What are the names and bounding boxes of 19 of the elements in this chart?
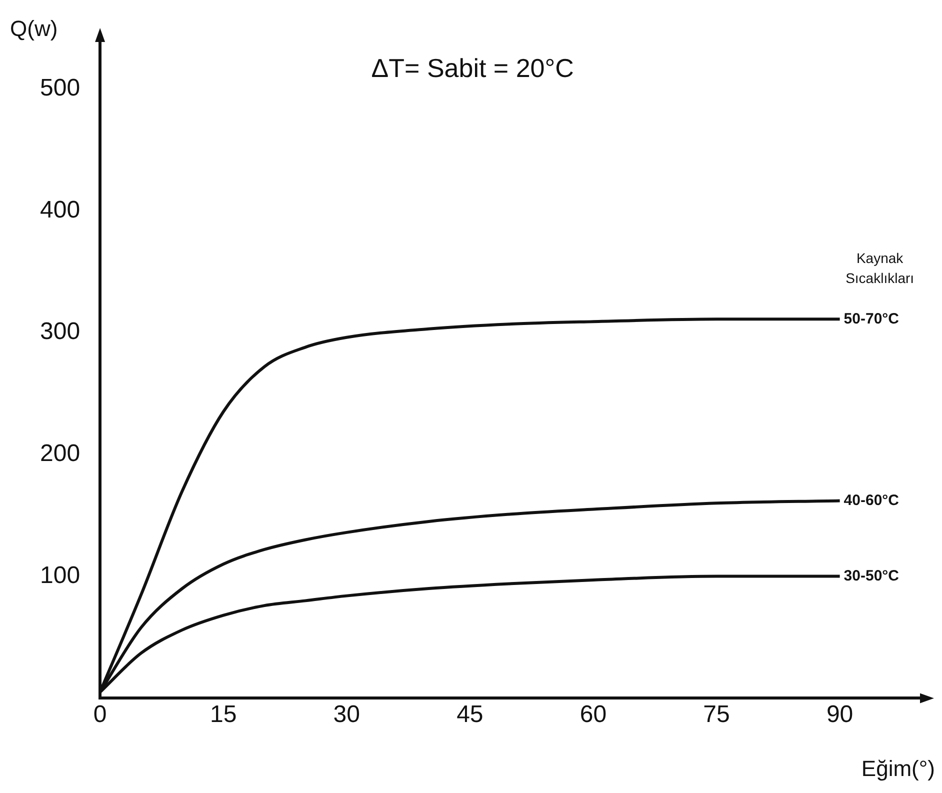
x-tick-label: 30 (333, 701, 360, 728)
x-tick-label: 75 (703, 701, 730, 728)
y-tick-label: 400 (40, 196, 80, 224)
annotation: ΔT= Sabit = 20°C (371, 53, 574, 84)
x-tick-label: 60 (580, 701, 607, 728)
y-tick-label: 100 (40, 562, 80, 589)
series-label: 50-70°C (844, 310, 900, 328)
series-label: 40-60°C (844, 492, 900, 509)
x-tick-label: 15 (210, 701, 237, 728)
x-tick-label: 90 (826, 701, 854, 728)
x-axis-title: Eğim(°) (861, 756, 935, 782)
y-tick-label: 500 (40, 74, 80, 102)
x-tick-label: 0 (93, 701, 107, 728)
x-tick-label: 45 (456, 701, 484, 728)
y-tick-label: 200 (40, 440, 80, 468)
series-label: 30-50°C (844, 567, 900, 584)
legend-title: Kaynak Sıcaklıkları (846, 250, 914, 286)
y-axis-title: Q(w) (10, 16, 58, 42)
y-tick-label: 300 (40, 318, 80, 346)
